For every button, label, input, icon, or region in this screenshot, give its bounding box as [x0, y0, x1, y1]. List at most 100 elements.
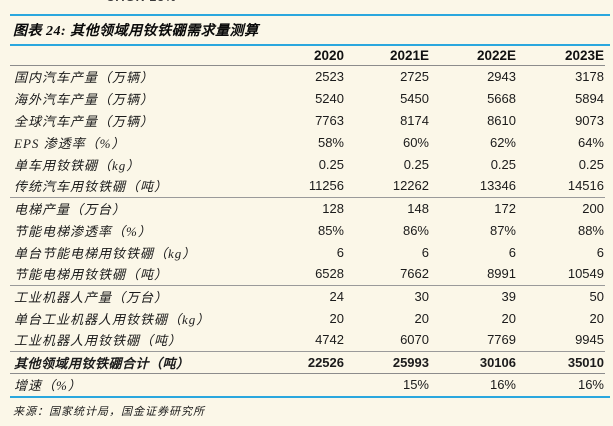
table-row: 国内汽车产量（万辆） 2523 2725 2943 3178: [10, 65, 605, 87]
cell-value: 148: [407, 200, 429, 216]
table-row: 增速（%） 15% 16% 16%: [10, 373, 605, 395]
table-row: 电梯产量（万台） 128 148 172 200: [10, 197, 605, 219]
row-label: 其他领域用钕铁硼合计（吨）: [10, 351, 248, 374]
table-row: 海外汽车产量（万辆） 5240 5450 5668 5894: [10, 87, 605, 109]
row-label: 节能电梯用钕铁硼（吨）: [10, 263, 248, 286]
table-row: EPS 渗透率（%） 58% 60% 62% 64%: [10, 131, 605, 153]
table-row: 工业机器人产量（万台） 24 30 39 50: [10, 285, 605, 307]
table-total-row: 其他领域用钕铁硼合计（吨） 22526 25993 30106 35010: [10, 351, 605, 374]
cell-value: 5894: [575, 90, 604, 106]
cell-value: 128: [322, 200, 344, 216]
cell-value: 20: [501, 310, 516, 326]
cell-value: 7662: [345, 263, 430, 286]
table-row: 单车用钕铁硼（kg） 0.25 0.25 0.25 0.25: [10, 153, 605, 175]
row-label: 海外汽车产量（万辆）: [14, 91, 155, 107]
cell-value: 0.25: [578, 156, 604, 172]
cell-value: 25993: [345, 351, 430, 374]
cell-value: 200: [582, 200, 604, 216]
cell-value: 6: [508, 244, 516, 260]
cell-value: 20: [414, 310, 429, 326]
cell-value: 0.25: [318, 156, 344, 172]
row-label: 全球汽车产量（万辆）: [14, 113, 155, 129]
cell-value: 30: [414, 288, 429, 304]
table-row: 单台工业机器人用钕铁硼（kg） 20 20 20 20: [10, 307, 605, 329]
cell-value: 15%: [402, 376, 429, 392]
cell-value: 3178: [575, 68, 604, 84]
clipped-text-fragment-label: CAGR 25%: [106, 0, 177, 4]
cell-value: 0.25: [490, 156, 516, 172]
column-header: 2021E: [345, 47, 430, 66]
cell-value: 5240: [315, 90, 344, 106]
row-label: 工业机器人产量（万台）: [14, 289, 169, 305]
table-row: 传统汽车用钕铁硼（吨） 11256 12262 13346 14516: [10, 175, 605, 198]
cell-value: 2725: [400, 68, 429, 84]
column-header: 2023E: [517, 47, 605, 66]
cell-value: 2943: [487, 68, 516, 84]
cell-value: 12262: [345, 175, 430, 198]
table-header-row: 2020 2021E 2022E 2023E: [10, 47, 605, 66]
cell-value: 60%: [402, 134, 429, 150]
cell-value: 88%: [577, 222, 604, 238]
column-header: 2022E: [430, 47, 517, 66]
row-label: EPS 渗透率（%）: [14, 135, 126, 151]
cell-value: 16%: [489, 376, 516, 392]
cell-value: 16%: [577, 376, 604, 392]
cell-value: 4742: [248, 329, 345, 352]
cell-value: [248, 373, 345, 395]
cell-value: 62%: [489, 134, 516, 150]
table-row: 节能电梯用钕铁硼（吨） 6528 7662 8991 10549: [10, 263, 605, 286]
cell-value: 9073: [575, 112, 604, 128]
cell-value: 14516: [517, 175, 605, 198]
cell-value: 8174: [400, 112, 429, 128]
cell-value: 11256: [248, 175, 345, 198]
cell-value: 8610: [487, 112, 516, 128]
row-label: 增速（%）: [14, 377, 82, 393]
cell-value: 87%: [489, 222, 516, 238]
cell-value: 10549: [517, 263, 605, 286]
cell-value: 172: [494, 200, 516, 216]
table-row: 全球汽车产量（万辆） 7763 8174 8610 9073: [10, 109, 605, 131]
table-row: 节能电梯渗透率（%） 85% 86% 87% 88%: [10, 219, 605, 241]
row-label: 国内汽车产量（万辆）: [14, 69, 155, 85]
row-label: 传统汽车用钕铁硼（吨）: [10, 175, 248, 198]
clipped-text-fragment: CAGR 25%: [106, 0, 177, 5]
data-table-container: 2020 2021E 2022E 2023E 国内汽车产量（万辆） 2523 2…: [10, 47, 607, 395]
demand-forecast-table: 2020 2021E 2022E 2023E 国内汽车产量（万辆） 2523 2…: [10, 47, 605, 395]
cell-value: 39: [501, 288, 516, 304]
row-label: 单台节能电梯用钕铁硼（kg）: [14, 245, 197, 261]
cell-value: 6070: [345, 329, 430, 352]
cell-value: 85%: [317, 222, 344, 238]
row-label: 电梯产量（万台）: [14, 201, 127, 217]
cell-value: 7763: [315, 112, 344, 128]
cell-value: 6: [596, 244, 604, 260]
cell-value: 6: [421, 244, 429, 260]
cell-value: 0.25: [403, 156, 429, 172]
cell-value: 20: [589, 310, 604, 326]
row-label: 单车用钕铁硼（kg）: [14, 157, 141, 173]
cell-value: 2523: [315, 68, 344, 84]
figure-title: 图表 24: 其他领域用钕铁硼需求量测算: [13, 24, 259, 39]
accent-rule-bottom: [10, 396, 610, 398]
row-label: 节能电梯渗透率（%）: [14, 223, 152, 239]
cell-value: 58%: [317, 134, 344, 150]
header-empty-cell: [10, 47, 248, 66]
cell-value: 8991: [430, 263, 517, 286]
cell-value: 64%: [577, 134, 604, 150]
cell-value: 9945: [517, 329, 605, 352]
cell-value: 22526: [248, 351, 345, 374]
cell-value: 13346: [430, 175, 517, 198]
cell-value: 6528: [248, 263, 345, 286]
cell-value: 5668: [487, 90, 516, 106]
cell-value: 7769: [430, 329, 517, 352]
table-row: 工业机器人用钕铁硼（吨） 4742 6070 7769 9945: [10, 329, 605, 352]
source-note: 来源：国家统计局，国金证券研究所: [13, 406, 205, 418]
cell-value: 30106: [430, 351, 517, 374]
cell-value: 50: [589, 288, 604, 304]
cell-value: 35010: [517, 351, 605, 374]
accent-rule-under-title: [10, 44, 610, 46]
cell-value: 20: [329, 310, 344, 326]
cell-value: 5450: [400, 90, 429, 106]
cell-value: 6: [336, 244, 344, 260]
accent-rule-top: [10, 14, 610, 16]
